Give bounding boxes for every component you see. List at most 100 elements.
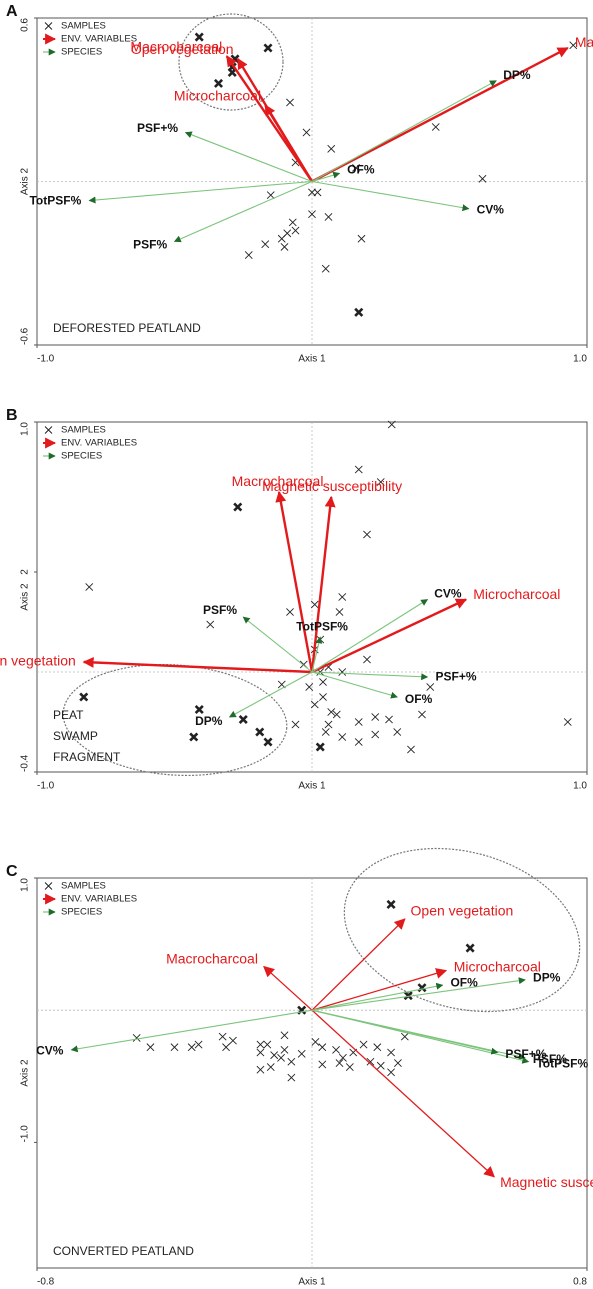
sample-point <box>302 128 311 137</box>
sample-point <box>354 718 363 726</box>
species-label: OF% <box>405 692 433 706</box>
x-tick-label: 1.0 <box>573 354 587 365</box>
species-label: DP% <box>195 714 223 728</box>
sample-point <box>478 174 487 183</box>
sample-point <box>277 1053 285 1062</box>
sample-point <box>244 251 253 259</box>
species-arrow <box>311 171 341 183</box>
species-label: PSF% <box>203 603 237 617</box>
annotation: SWAMP <box>53 729 98 743</box>
sample-point <box>376 478 385 486</box>
panel: A -1.0 1.0 Axis 1 -0.6 0.6 Axis 2 SAMPLES Magnet… <box>6 3 593 364</box>
sample-point <box>327 144 336 153</box>
sample-point <box>218 1032 227 1041</box>
env-label: Microcharcoal <box>174 87 261 103</box>
species-label: DP% <box>533 971 561 985</box>
x-axis-label: Axis 1 <box>298 781 326 792</box>
species-label: TotPSF% <box>296 619 348 633</box>
species-label: DP% <box>503 68 531 82</box>
env-arrow <box>311 46 569 183</box>
sample-point <box>363 530 371 539</box>
legend-label: SAMPLES <box>61 881 106 892</box>
sample-point <box>354 307 364 317</box>
x-axis-label: Axis 1 <box>298 1277 326 1288</box>
sample-point <box>270 1051 279 1060</box>
group-ellipse <box>178 13 284 111</box>
species-arrow <box>311 636 323 673</box>
legend-label: SPECIES <box>61 907 102 918</box>
species-arrow <box>311 671 398 699</box>
sample-point <box>277 234 286 243</box>
sample-point <box>393 728 402 736</box>
sample-point <box>563 718 572 726</box>
y-axis-label: Axis 2 <box>20 583 31 611</box>
species-label: CV% <box>477 203 505 217</box>
group-ellipse <box>62 663 288 777</box>
sample-point <box>332 1045 340 1054</box>
sample-point <box>335 608 344 616</box>
env-label: Macrocharcoal <box>130 39 222 55</box>
sample-point <box>321 264 330 273</box>
sample-point <box>187 1043 196 1052</box>
species-label: OF% <box>347 163 375 177</box>
species-label: PSF% <box>133 238 167 252</box>
panel-letter: A <box>6 3 18 20</box>
y-tick-label: -0.4 <box>20 754 31 772</box>
sample-point <box>376 1061 385 1070</box>
x-tick-label: 0.8 <box>573 1277 587 1288</box>
legend-label: ENV. VARIABLES <box>61 438 137 449</box>
panel: C -0.8 0.8 Axis 1 -1.0 1.0 Axis 2 SAMPLES Open v… <box>6 847 593 1288</box>
panel: B -1.0 1.0 Axis 1 -0.4 2 1.0 Axis 2 SAMPLES Macro… <box>0 407 588 792</box>
legend-label: SAMPLES <box>61 21 106 32</box>
sample-point <box>286 98 294 107</box>
sample-point <box>280 1031 289 1040</box>
sample-point <box>386 899 396 909</box>
sample-point <box>357 234 366 243</box>
species-arrow <box>311 599 429 673</box>
sample-point <box>332 710 341 719</box>
legend-symbol <box>44 882 53 890</box>
panel-letter: C <box>6 863 18 880</box>
sample-point <box>359 1040 368 1049</box>
sample-point <box>287 1057 296 1066</box>
species-arrow <box>311 1009 499 1055</box>
sample-point <box>319 693 327 701</box>
sample-point <box>418 710 426 719</box>
x-axis-label: Axis 1 <box>298 354 326 365</box>
sample-point <box>308 188 316 197</box>
species-label: PSF% <box>533 1052 567 1066</box>
sample-point <box>387 1048 395 1057</box>
species-label: OF% <box>450 975 478 989</box>
sample-point <box>338 593 347 601</box>
sample-point <box>194 1040 203 1049</box>
sample-point <box>261 240 270 249</box>
env-arrow <box>275 490 314 673</box>
sample-point <box>345 1063 354 1071</box>
sample-point <box>324 213 333 221</box>
env-label: Microcharcoal <box>473 586 560 602</box>
sample-point <box>311 1038 320 1046</box>
env-label: Macrocharcoal <box>166 951 258 967</box>
sample-point <box>352 163 360 172</box>
sample-point <box>266 1063 275 1071</box>
x-tick-label: -1.0 <box>37 781 55 792</box>
y-tick-label: 1.0 <box>20 878 31 892</box>
species-arrow <box>311 977 526 1011</box>
species-label: TotPSF% <box>29 194 81 208</box>
sample-point <box>417 983 427 993</box>
sample-point <box>79 692 89 702</box>
sample-point <box>373 1043 382 1052</box>
sample-point <box>371 713 380 721</box>
sample-point <box>194 704 204 715</box>
y-tick-label: -0.6 <box>20 327 31 345</box>
env-arrow <box>311 598 467 674</box>
env-label: Open vegetation <box>0 652 76 668</box>
env-arrow <box>311 1009 495 1178</box>
sample-point <box>321 728 330 736</box>
sample-point <box>339 1053 347 1062</box>
env-arrow <box>310 495 336 673</box>
legend-symbol <box>44 426 53 434</box>
species-label: TotPSF% <box>536 1056 588 1070</box>
sample-point <box>288 218 297 227</box>
species-arrow <box>228 671 313 718</box>
